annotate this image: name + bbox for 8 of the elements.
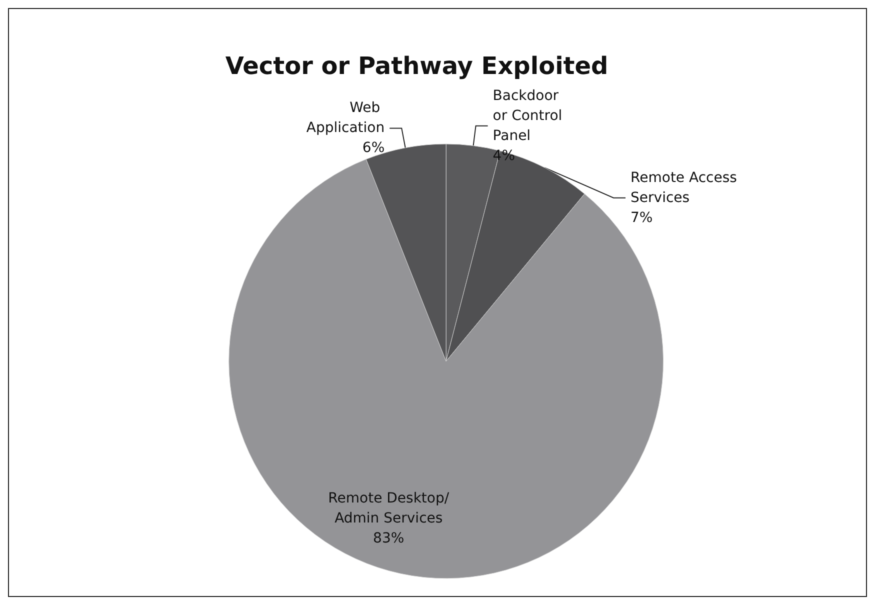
data-label: 6% [362,140,385,156]
slice-label: Remote Access Services [630,170,742,206]
slice-label: Web Application [306,100,385,136]
slice-label: Remote Desktop/Admin Services [328,490,450,526]
data-label: 7% [630,210,653,226]
chart-title: Vector or Pathway Exploited [225,52,608,80]
slice-label: Backdoor or Control Panel [492,88,567,144]
data-label: 83% [373,530,404,546]
